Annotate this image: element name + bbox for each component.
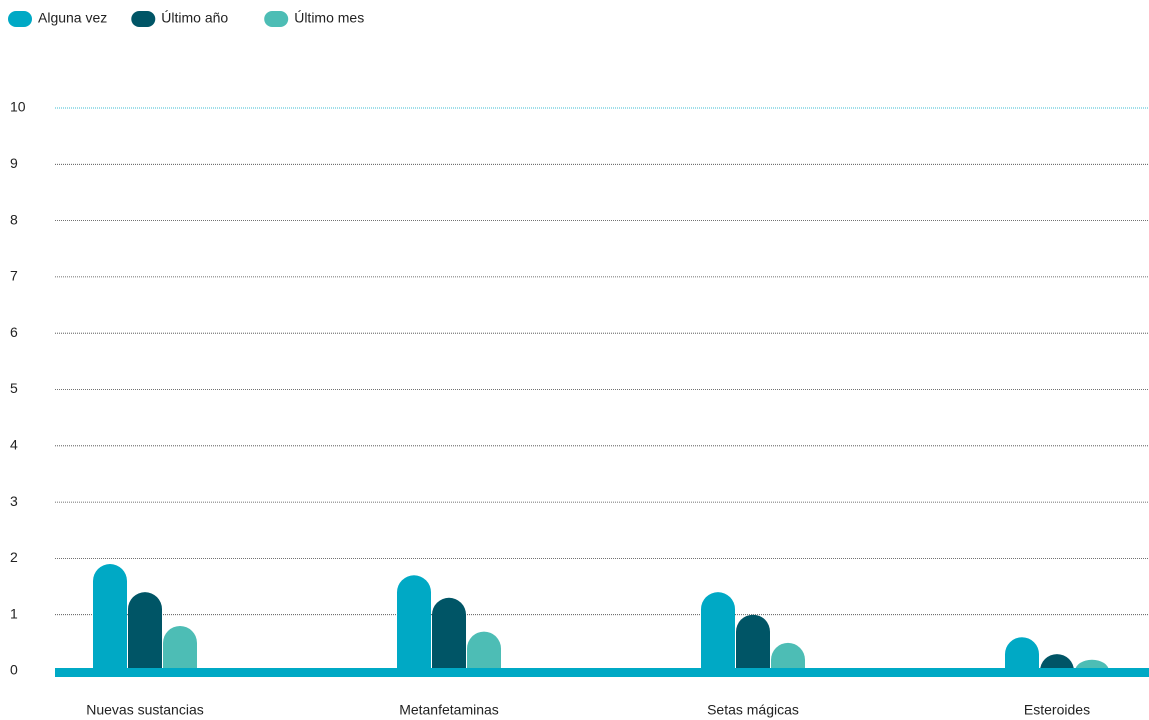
x-tick-label: Nuevas sustancias xyxy=(86,702,204,718)
bar xyxy=(397,575,431,671)
bar xyxy=(467,631,501,671)
legend-swatch xyxy=(8,11,32,27)
y-tick-label: 0 xyxy=(10,662,18,678)
y-tick-label: 2 xyxy=(10,549,18,565)
bar xyxy=(128,592,162,671)
bar xyxy=(701,592,735,671)
legend-label: Último mes xyxy=(294,10,364,26)
baseline xyxy=(55,668,1149,677)
y-tick-label: 1 xyxy=(10,605,18,621)
bar xyxy=(163,625,197,671)
legend-swatch xyxy=(264,11,289,27)
y-tick-label: 8 xyxy=(10,211,18,227)
x-tick-label: Setas mágicas xyxy=(707,702,799,718)
y-tick-label: 6 xyxy=(10,324,18,340)
legend-swatch xyxy=(131,11,156,27)
bar xyxy=(93,564,127,671)
bar xyxy=(736,614,770,671)
x-tick-label: Esteroides xyxy=(1024,702,1090,718)
legend-label: Alguna vez xyxy=(38,10,107,26)
y-tick-label: 4 xyxy=(10,437,18,453)
y-tick-label: 7 xyxy=(10,268,18,284)
x-tick-label: Metanfetaminas xyxy=(399,702,499,718)
bar xyxy=(1005,637,1039,671)
bar xyxy=(771,642,805,671)
bar xyxy=(1040,654,1074,671)
y-tick-label: 10 xyxy=(10,99,26,115)
y-tick-label: 9 xyxy=(10,155,18,171)
legend-label: Último año xyxy=(161,10,228,26)
y-tick-label: 3 xyxy=(10,493,18,509)
bar xyxy=(432,597,466,671)
y-tick-label: 5 xyxy=(10,380,18,396)
